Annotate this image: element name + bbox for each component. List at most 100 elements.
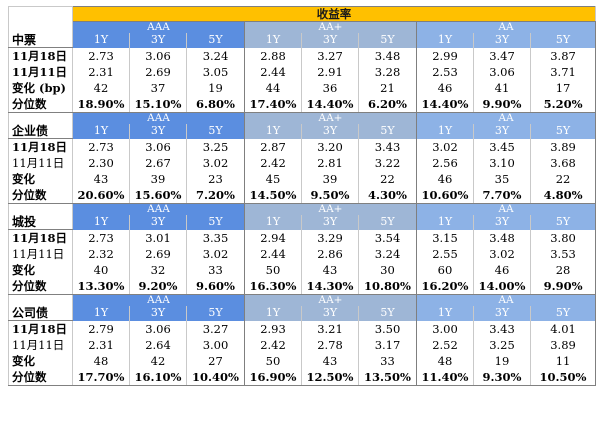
rating-header-row: AAA AA+ AA (8, 21, 597, 33)
term-header-row: 企业债 1Y 3Y 5Y 1Y 3Y 5Y 1Y 3Y 5Y (8, 124, 597, 139)
data-cell: 2.94 (244, 229, 302, 246)
data-cell: 14.50% (244, 187, 302, 204)
row-label: 变化 (8, 262, 73, 278)
data-cell: 30 (358, 262, 417, 278)
data-cell: 19 (473, 353, 531, 369)
rating-header-aa: AA (416, 21, 597, 33)
data-cell: 2.73 (72, 229, 130, 246)
term-header-aa-1y: 1Y (416, 215, 474, 230)
rating-header-aaa: AAA (72, 21, 245, 33)
data-cell: 3.54 (358, 229, 417, 246)
data-cell: 48 (72, 353, 130, 369)
data-cell: 3.20 (301, 138, 359, 155)
data-cell: 2.42 (244, 337, 302, 353)
section-label-spacer (8, 21, 73, 33)
data-cell: 3.27 (186, 320, 245, 337)
rating-header-aa-plus: AA+ (244, 203, 417, 215)
data-cell: 3.05 (186, 64, 245, 80)
data-cell: 3.21 (301, 320, 359, 337)
data-cell: 2.52 (416, 337, 474, 353)
term-header-aa-plus-5y: 5Y (358, 124, 417, 139)
data-row: 11月18日 2.73 3.06 3.24 2.88 3.27 3.48 2.99 3.47 3.… (8, 47, 597, 64)
table-title: 收益率 (72, 6, 597, 22)
data-cell: 48 (416, 353, 474, 369)
data-cell: 3.45 (473, 138, 531, 155)
data-cell: 18.90% (72, 96, 130, 113)
data-cell: 3.35 (186, 229, 245, 246)
title-row: 收益率 (8, 6, 597, 22)
section-name: 公司债 (8, 306, 73, 321)
data-cell: 3.24 (186, 47, 245, 64)
row-label: 11月18日 (8, 47, 73, 64)
term-header-aaa-5y: 5Y (186, 124, 245, 139)
data-cell: 3.00 (186, 337, 245, 353)
row-label: 11月11日 (8, 64, 73, 80)
rating-header-row: AAA AA+ AA (8, 112, 597, 124)
row-label: 11月18日 (8, 320, 73, 337)
section-label-spacer (8, 203, 73, 215)
data-cell: 14.40% (301, 96, 359, 113)
data-cell: 4.01 (530, 320, 597, 337)
data-cell: 5.20% (530, 96, 597, 113)
data-cell: 3.17 (358, 337, 417, 353)
data-cell: 13.50% (358, 369, 417, 386)
data-cell: 3.28 (358, 64, 417, 80)
data-cell: 23 (186, 171, 245, 187)
section-name: 中票 (8, 33, 73, 48)
data-row: 11月18日 2.73 3.06 3.25 2.87 3.20 3.43 3.02 3.45 3.… (8, 138, 597, 155)
data-cell: 9.50% (301, 187, 359, 204)
data-cell: 37 (129, 80, 187, 96)
data-cell: 35 (473, 171, 531, 187)
data-cell: 10.60% (416, 187, 474, 204)
term-header-aaa-1y: 1Y (72, 33, 130, 48)
data-cell: 3.00 (416, 320, 474, 337)
term-header-aa-plus-5y: 5Y (358, 306, 417, 321)
data-cell: 3.06 (473, 64, 531, 80)
data-cell: 17.40% (244, 96, 302, 113)
data-cell: 60 (416, 262, 474, 278)
data-cell: 2.73 (72, 138, 130, 155)
term-header-aaa-3y: 3Y (129, 124, 187, 139)
data-cell: 9.30% (473, 369, 531, 386)
data-cell: 33 (358, 353, 417, 369)
data-cell: 3.10 (473, 155, 531, 171)
data-cell: 2.64 (129, 337, 187, 353)
data-cell: 21 (358, 80, 417, 96)
term-header-aa-5y: 5Y (530, 215, 597, 230)
data-cell: 14.40% (416, 96, 474, 113)
data-cell: 46 (416, 171, 474, 187)
term-header-aa-3y: 3Y (473, 215, 531, 230)
data-cell: 28 (530, 262, 597, 278)
data-cell: 2.93 (244, 320, 302, 337)
data-cell: 2.30 (72, 155, 130, 171)
data-cell: 22 (358, 171, 417, 187)
data-cell: 2.31 (72, 337, 130, 353)
term-header-aa-plus-5y: 5Y (358, 215, 417, 230)
data-cell: 6.20% (358, 96, 417, 113)
data-row: 分位数 17.70% 16.10% 10.40% 16.90% 12.50% 13.50% 1… (8, 369, 597, 386)
term-header-aa-1y: 1Y (416, 306, 474, 321)
row-label: 11月11日 (8, 337, 73, 353)
data-cell: 15.10% (129, 96, 187, 113)
term-header-aa-5y: 5Y (530, 33, 597, 48)
data-cell: 16.10% (129, 369, 187, 386)
data-cell: 2.81 (301, 155, 359, 171)
data-cell: 2.42 (244, 155, 302, 171)
data-cell: 16.90% (244, 369, 302, 386)
rating-header-aa: AA (416, 294, 597, 306)
data-cell: 15.60% (129, 187, 187, 204)
data-cell: 7.70% (473, 187, 531, 204)
row-label: 变化 (8, 353, 73, 369)
data-cell: 9.60% (186, 278, 245, 295)
term-header-aa-5y: 5Y (530, 306, 597, 321)
rating-header-aaa: AAA (72, 203, 245, 215)
term-header-aa-plus-3y: 3Y (301, 306, 359, 321)
data-cell: 2.78 (301, 337, 359, 353)
section-label-spacer (8, 112, 73, 124)
row-label: 分位数 (8, 187, 73, 204)
data-cell: 39 (129, 171, 187, 187)
data-cell: 3.50 (358, 320, 417, 337)
data-cell: 22 (530, 171, 597, 187)
data-cell: 7.20% (186, 187, 245, 204)
data-cell: 3.29 (301, 229, 359, 246)
